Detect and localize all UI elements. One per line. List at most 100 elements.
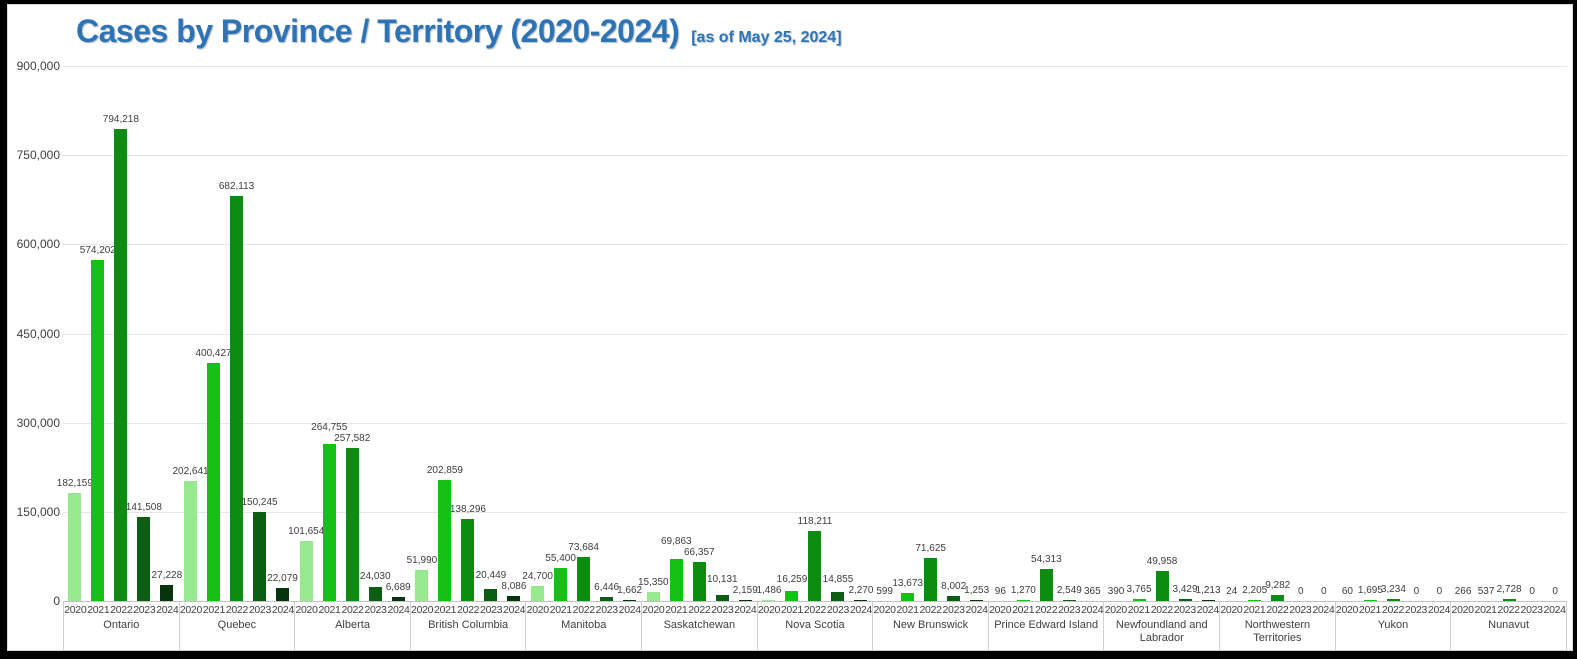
chart-subtitle: [as of May 25, 2024] <box>691 29 842 46</box>
province-label: Yukon <box>1377 619 1409 631</box>
bar[interactable] <box>1386 599 1400 601</box>
bar[interactable] <box>1155 571 1169 601</box>
bar[interactable] <box>531 586 545 601</box>
bar[interactable] <box>230 195 244 601</box>
bar[interactable] <box>507 596 521 601</box>
bar[interactable] <box>577 557 591 601</box>
chart-canvas: Cases by Province / Territory (2020-2024… <box>7 4 1573 651</box>
bar[interactable] <box>715 594 729 601</box>
value-label: 599 <box>876 585 893 597</box>
bar[interactable] <box>947 596 961 601</box>
value-label: 3,765 <box>1126 583 1152 595</box>
year-label: 2020 <box>873 604 896 616</box>
year-label: 2023 <box>711 604 734 616</box>
bar[interactable] <box>1062 599 1076 601</box>
year-label: 2023 <box>942 604 965 616</box>
bar[interactable] <box>484 588 498 601</box>
bar[interactable] <box>646 591 660 601</box>
bar[interactable] <box>114 128 128 601</box>
title-row: Cases by Province / Territory (2020-2024… <box>76 13 842 50</box>
value-label: 794,218 <box>102 113 139 125</box>
bar[interactable] <box>1132 598 1146 601</box>
bar[interactable] <box>1502 599 1516 601</box>
gridline <box>63 422 1567 424</box>
bar[interactable] <box>184 480 198 601</box>
value-label: 574,202 <box>79 244 116 256</box>
bar[interactable] <box>299 540 313 601</box>
bar[interactable] <box>669 559 683 601</box>
year-label: 2024 <box>849 604 873 616</box>
value-label: 2,270 <box>848 584 874 596</box>
bar[interactable] <box>68 492 82 601</box>
bar[interactable] <box>623 600 637 601</box>
bar[interactable] <box>137 516 151 601</box>
year-label: 2020 <box>526 604 549 616</box>
bar[interactable] <box>692 561 706 601</box>
bar[interactable] <box>785 591 799 601</box>
bar[interactable] <box>808 530 822 601</box>
value-label: 537 <box>1477 585 1495 597</box>
bar[interactable] <box>1271 595 1285 601</box>
value-label: 66,357 <box>683 546 715 558</box>
bar[interactable] <box>276 587 290 601</box>
bar[interactable] <box>762 600 776 601</box>
x-axis-group-cell: 2020 2021 2022 2023 2024 Yukon <box>1336 602 1452 650</box>
y-tick-label: 300,000 <box>16 415 60 430</box>
year-label: 2020 <box>1335 604 1359 616</box>
year-label: 2021 <box>549 604 572 616</box>
bar[interactable] <box>461 518 475 601</box>
province-label: Northwestern Territories <box>1244 619 1311 644</box>
bar[interactable] <box>1178 598 1192 601</box>
year-label: 2021 <box>1012 604 1035 616</box>
bar[interactable] <box>924 558 938 601</box>
bar[interactable] <box>901 592 915 601</box>
year-label: 2020 <box>64 604 87 616</box>
value-label: 24,030 <box>359 571 391 583</box>
year-label: 2020 <box>1451 604 1474 616</box>
bar[interactable] <box>322 443 336 601</box>
bar[interactable] <box>831 592 845 601</box>
bar[interactable] <box>160 584 174 601</box>
bar[interactable] <box>738 599 752 601</box>
value-label: 24 <box>1226 586 1238 597</box>
bar[interactable] <box>253 511 267 601</box>
bar[interactable] <box>1248 599 1262 601</box>
value-label: 1,270 <box>1010 585 1036 597</box>
x-axis-group-cell: 2020 2021 2022 2023 2024 Newfoundland and Lab… <box>1104 602 1221 650</box>
value-label: 54,313 <box>1031 553 1062 565</box>
bar[interactable] <box>368 586 382 601</box>
x-axis-band: 2020 2021 2022 2023 2024 Ontario 2020 2021 2022 2… <box>63 601 1567 651</box>
bar[interactable] <box>970 600 984 601</box>
year-label: 2021 <box>780 604 804 616</box>
year-label: 2022 <box>688 604 711 616</box>
bar[interactable] <box>1016 600 1030 601</box>
x-axis-group-cell: 2020 2021 2022 2023 2024 Nova Scotia <box>758 602 874 650</box>
year-label: 2024 <box>503 604 526 616</box>
province-group: 182,159 574,202 794,218 141,508 27,228 <box>57 66 182 601</box>
bar[interactable] <box>345 447 359 601</box>
value-label: 6,689 <box>385 582 411 594</box>
value-label: 6,446 <box>594 582 620 594</box>
year-label: 2024 <box>387 604 410 616</box>
bar[interactable] <box>1039 568 1053 601</box>
bar[interactable] <box>1201 600 1215 601</box>
province-group: 15,350 69,863 66,357 10,131 2,159 <box>638 66 758 601</box>
bar[interactable] <box>391 597 405 601</box>
value-label: 73,684 <box>568 542 599 554</box>
value-label: 13,673 <box>892 577 923 589</box>
year-label: 2022 <box>1035 604 1058 616</box>
bar[interactable] <box>1363 600 1377 601</box>
bar[interactable] <box>854 599 868 601</box>
bar[interactable] <box>207 362 221 601</box>
year-label: 2023 <box>480 604 503 616</box>
bar[interactable] <box>91 259 105 601</box>
bar[interactable] <box>600 597 614 601</box>
year-label: 2024 <box>734 604 757 616</box>
value-label: 365 <box>1084 585 1101 597</box>
bar[interactable] <box>554 568 568 601</box>
year-label: 2022 <box>1150 604 1173 616</box>
bar[interactable] <box>415 570 429 601</box>
value-label: 3,234 <box>1380 584 1406 596</box>
year-label: 2024 <box>1543 604 1566 616</box>
bar[interactable] <box>438 480 452 601</box>
